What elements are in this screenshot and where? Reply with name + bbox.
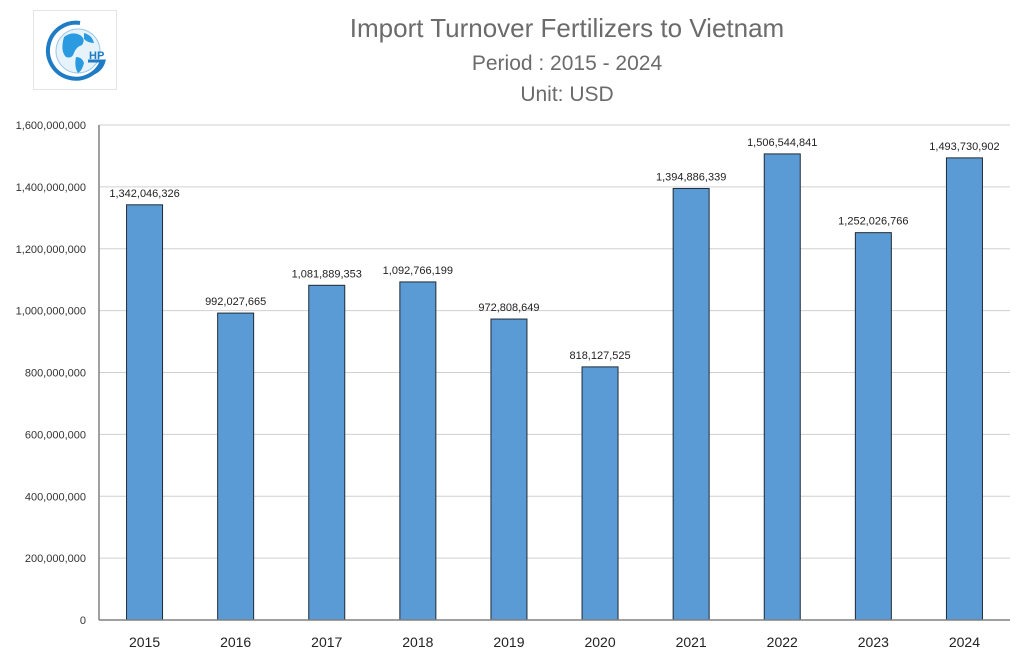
x-tick-label: 2024 — [949, 634, 980, 650]
y-tick-label: 400,000,000 — [25, 491, 86, 503]
x-tick-label: 2019 — [493, 634, 524, 650]
y-tick-label: 800,000,000 — [25, 368, 86, 380]
bar-2017 — [308, 284, 346, 621]
logo-text: HP — [89, 50, 104, 62]
y-tick-label: 1,000,000,000 — [16, 306, 86, 318]
bar-2015 — [126, 204, 164, 621]
data-label: 1,394,886,339 — [656, 171, 726, 183]
data-label: 992,027,665 — [205, 296, 266, 308]
bar-2018 — [399, 281, 437, 621]
data-label: 1,252,026,766 — [838, 216, 908, 228]
chart-unit: Unit: USD — [520, 83, 614, 106]
data-label: 1,342,046,326 — [109, 188, 179, 200]
bar-2022 — [763, 153, 801, 621]
y-tick-label: 1,200,000,000 — [16, 244, 86, 256]
bar-2016 — [217, 312, 255, 621]
data-label: 1,081,889,353 — [292, 268, 362, 280]
x-tick-label: 2023 — [858, 634, 889, 650]
x-tick-label: 2015 — [129, 634, 160, 650]
bar-2024 — [945, 157, 983, 621]
bar-2019 — [490, 318, 528, 621]
chart-subtitle: Period : 2015 - 2024 — [471, 52, 663, 75]
data-label: 1,506,544,841 — [747, 137, 817, 149]
axes: 0 200,000,000 400,000,000 600,000,000 800,00… — [16, 120, 1010, 650]
x-tick-label: 2018 — [402, 634, 433, 650]
globe-logo-icon: HP — [45, 20, 106, 81]
x-tick-label: 2021 — [676, 634, 707, 650]
y-tick-label: 200,000,000 — [25, 553, 86, 565]
company-logo: HP — [33, 10, 117, 90]
y-tick-label: 1,400,000,000 — [16, 182, 86, 194]
bars: 1,342,046,326 992,027,665 1,081,889,353 1,0… — [109, 137, 1000, 621]
bar-2023 — [854, 232, 892, 621]
y-tick-label: 0 — [80, 615, 86, 627]
chart-title: Import Turnover Fertilizers to Vietnam — [349, 13, 785, 43]
data-label: 1,092,766,199 — [383, 265, 453, 277]
x-tick-label: 2016 — [220, 634, 251, 650]
bar-2021 — [672, 187, 710, 621]
y-tick-label: 1,600,000,000 — [16, 120, 86, 132]
data-label: 818,127,525 — [569, 350, 630, 362]
x-tick-label: 2022 — [767, 634, 798, 650]
data-label: 1,493,730,902 — [929, 141, 999, 153]
x-tick-label: 2017 — [311, 634, 342, 650]
y-tick-label: 600,000,000 — [25, 429, 86, 441]
data-label: 972,808,649 — [478, 302, 539, 314]
x-tick-label: 2020 — [584, 634, 615, 650]
bar-2020 — [581, 366, 619, 621]
